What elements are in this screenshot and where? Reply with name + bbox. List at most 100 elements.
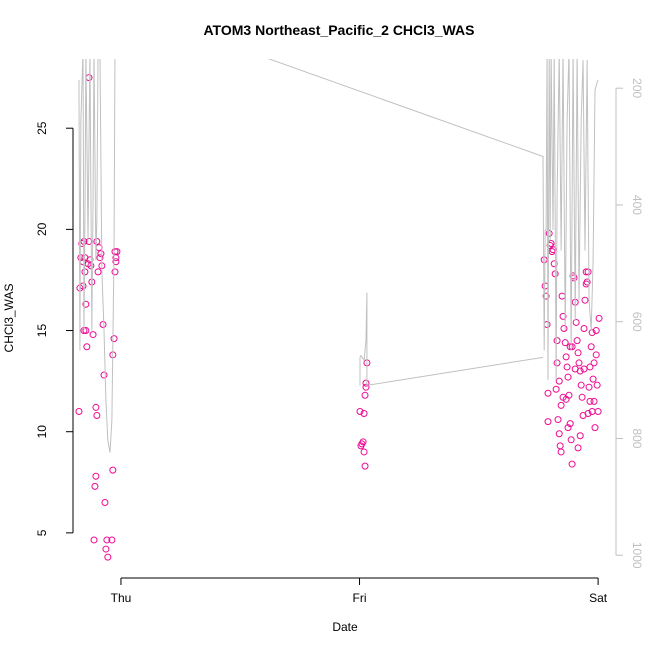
data-point [360, 409, 368, 417]
data-point [571, 365, 579, 373]
chart-title: ATOM3 Northeast_Pacific_2 CHCl3_WAS [203, 22, 474, 38]
data-point [109, 466, 117, 474]
data-point [111, 268, 119, 276]
x-tick-label: Thu [111, 591, 132, 605]
pressure-line [359, 292, 544, 386]
data-point [557, 448, 565, 456]
data-point [544, 389, 552, 397]
data-point [356, 407, 364, 415]
data-point [94, 268, 102, 276]
data-point [556, 442, 564, 450]
data-point [574, 444, 582, 452]
data-point [562, 353, 570, 361]
data-point [108, 536, 116, 544]
data-point [545, 229, 553, 237]
y-axis-label: CHCl3_WAS [2, 284, 16, 353]
data-point [100, 371, 108, 379]
data-point [568, 343, 576, 351]
y2-tick-label: 1000 [630, 542, 644, 569]
data-point [104, 553, 112, 561]
y-tick-label: 20 [35, 222, 49, 236]
data-point [578, 393, 586, 401]
data-point [573, 337, 581, 345]
x-tick-label: Fri [353, 591, 367, 605]
data-point [566, 420, 574, 428]
data-point [361, 462, 369, 470]
data-point [560, 325, 568, 333]
data-point [588, 407, 596, 415]
data-point [580, 325, 588, 333]
data-point [92, 472, 100, 480]
data-point [590, 359, 598, 367]
data-point [568, 460, 576, 468]
data-point [559, 393, 567, 401]
data-point [592, 351, 600, 359]
data-point [110, 335, 118, 343]
data-point [75, 407, 83, 415]
data-point [90, 536, 98, 544]
data-point [83, 343, 91, 351]
data-point [91, 482, 99, 490]
data-point [97, 250, 105, 258]
y2-tick-label: 200 [630, 78, 644, 98]
data-point [89, 331, 97, 339]
data-point [586, 397, 594, 405]
y-tick-label: 5 [35, 529, 49, 536]
data-point [361, 391, 369, 399]
data-point [82, 300, 90, 308]
y-tick-label: 25 [35, 121, 49, 135]
data-point [588, 329, 596, 337]
data-point [582, 280, 590, 288]
data-point [574, 349, 582, 357]
data-point [581, 296, 589, 304]
data-point [592, 327, 600, 335]
data-point [577, 381, 585, 389]
data-point [553, 359, 561, 367]
data-point [555, 377, 563, 385]
data-point [552, 385, 560, 393]
data-point [591, 424, 599, 432]
data-point [99, 320, 107, 328]
data-point [564, 424, 572, 432]
data-point [360, 448, 368, 456]
data-point [553, 337, 561, 345]
pressure-line [78, 59, 599, 453]
data-point [558, 292, 566, 300]
data-point [95, 244, 103, 252]
data-point [102, 545, 110, 553]
data-point [584, 409, 592, 417]
y-tick-label: 10 [35, 425, 49, 439]
data-point [575, 359, 583, 367]
data-point [85, 74, 93, 82]
data-point [540, 256, 548, 264]
y2-tick-label: 600 [630, 312, 644, 332]
data-point [362, 379, 370, 387]
x-axis-label: Date [332, 620, 358, 634]
data-point [554, 416, 562, 424]
data-point [567, 436, 575, 444]
data-point [112, 258, 120, 266]
data-point [563, 363, 571, 371]
y-tick-label: 15 [35, 324, 49, 338]
data-point [96, 254, 104, 262]
data-point [590, 397, 598, 405]
data-point [359, 438, 367, 446]
data-point [580, 365, 588, 373]
data-point [549, 246, 557, 254]
data-point [576, 432, 584, 440]
data-point [82, 327, 90, 335]
data-point [593, 381, 601, 389]
y2-tick-label: 400 [630, 195, 644, 215]
data-point [92, 403, 100, 411]
data-point [584, 268, 592, 276]
data-point [85, 238, 93, 246]
x-tick-label: Sat [589, 591, 608, 605]
data-point [566, 343, 574, 351]
data-point [594, 407, 602, 415]
plot-area [75, 59, 603, 561]
data-point [587, 343, 595, 351]
data-point [362, 383, 370, 391]
data-point [595, 314, 603, 322]
data-point [572, 318, 580, 326]
